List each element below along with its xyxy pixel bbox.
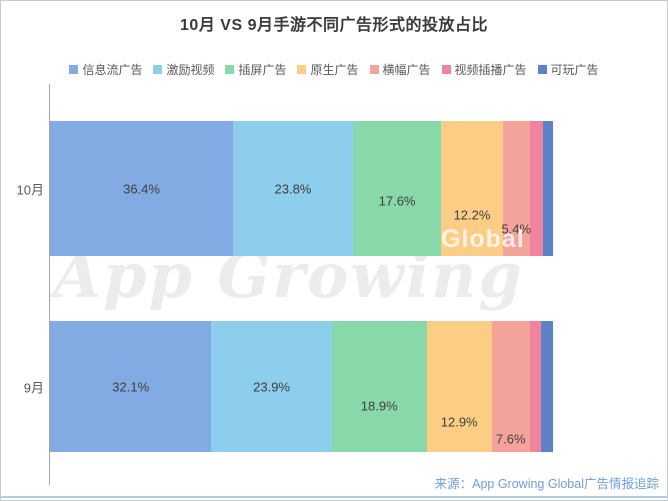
legend-item: 原生广告	[297, 61, 359, 78]
legend-swatch-icon	[69, 65, 79, 74]
bar-segment	[50, 321, 212, 452]
legend-item: 激励视频	[153, 61, 214, 78]
bar-track	[50, 121, 553, 256]
segment-value-label: 32.1%	[112, 379, 150, 394]
bar-segment	[211, 321, 332, 452]
bar-segment	[529, 121, 543, 256]
legend-item: 信息流广告	[69, 61, 142, 78]
bar-track	[50, 321, 553, 452]
legend-swatch-icon	[537, 65, 547, 74]
segment-value-label: 7.6%	[495, 431, 526, 446]
bar-segment	[502, 121, 530, 256]
legend-item: 横幅广告	[369, 61, 431, 78]
bottom-accent-line	[1, 496, 667, 498]
bar-segment	[491, 321, 530, 452]
bar-segment	[331, 321, 427, 452]
segment-value-label: 5.4%	[501, 221, 532, 236]
segment-value-label: 12.2%	[453, 207, 491, 222]
bar-segment	[441, 121, 503, 256]
source-note: 来源：App Growing Global广告情报追踪	[434, 477, 659, 491]
legend-swatch-icon	[153, 65, 163, 74]
legend-label: 横幅广告	[382, 63, 431, 77]
segment-value-label: 23.9%	[253, 379, 290, 394]
bar-segment	[529, 321, 542, 452]
segment-value-label: 12.9%	[440, 414, 478, 429]
y-axis-line	[49, 84, 50, 485]
segment-value-label: 17.6%	[378, 193, 416, 208]
bar-segment	[233, 121, 353, 256]
category-label: 9月	[23, 380, 44, 395]
legend-label: 原生广告	[310, 63, 359, 77]
segment-value-label: 36.4%	[123, 181, 160, 196]
legend-swatch-icon	[297, 65, 307, 74]
legend-label: 可玩广告	[550, 63, 599, 77]
legend-label: 视频插播广告	[454, 63, 527, 77]
legend-item: 可玩广告	[537, 61, 599, 78]
legend: 信息流广告 激励视频 插屏广告 原生广告 横幅广告 视频插播广告 可玩广告	[1, 61, 667, 78]
bar-segment	[541, 321, 553, 452]
bar-segment	[352, 121, 442, 256]
legend-item: 视频插播广告	[441, 61, 527, 78]
legend-swatch-icon	[225, 65, 235, 74]
legend-label: 激励视频	[166, 63, 215, 77]
segment-value-label: 23.8%	[274, 181, 312, 196]
chart-title: 10月 VS 9月手游不同广告形式的投放占比	[180, 17, 488, 34]
bar-segment	[50, 121, 234, 256]
legend-label: 信息流广告	[82, 63, 143, 77]
legend-swatch-icon	[369, 65, 379, 74]
bar-segment	[426, 321, 492, 452]
bar-segment	[542, 121, 553, 256]
legend-label: 插屏广告	[238, 63, 287, 77]
category-label: 10月	[16, 182, 44, 197]
legend-item: 插屏广告	[225, 61, 286, 78]
segment-value-label: 18.9%	[360, 398, 398, 413]
legend-swatch-icon	[441, 65, 451, 74]
